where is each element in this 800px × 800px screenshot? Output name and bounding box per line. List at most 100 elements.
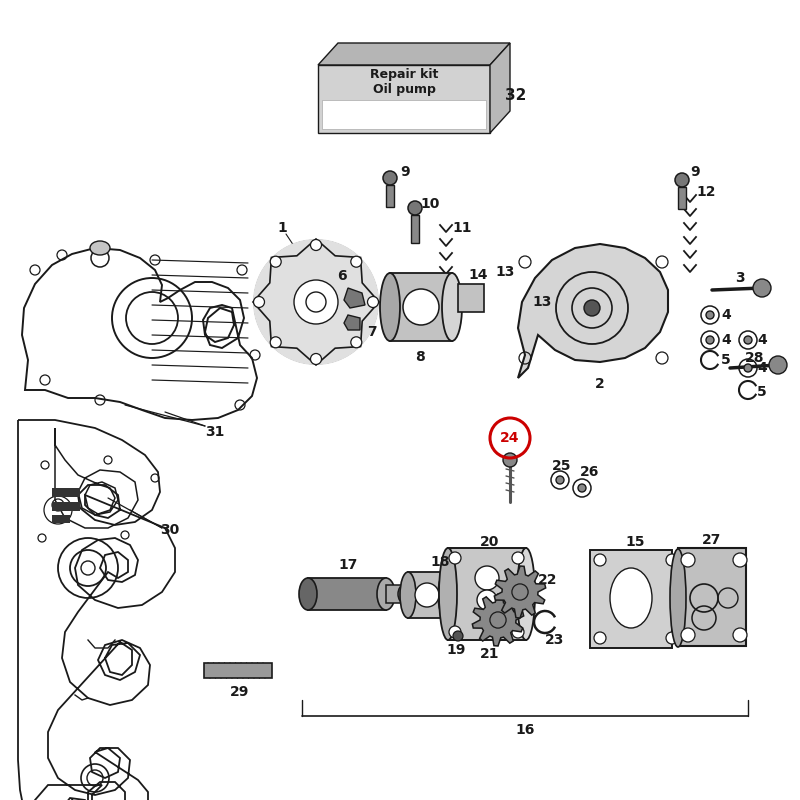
Circle shape — [408, 201, 422, 215]
Circle shape — [351, 256, 362, 267]
Text: 1: 1 — [277, 221, 287, 235]
Circle shape — [556, 476, 564, 484]
Text: 24: 24 — [500, 431, 520, 445]
Text: 9: 9 — [690, 165, 700, 179]
Text: 5: 5 — [757, 385, 767, 399]
Text: 17: 17 — [338, 558, 358, 572]
Text: 4: 4 — [721, 333, 731, 347]
Circle shape — [449, 626, 461, 638]
Bar — [52, 515, 70, 523]
Circle shape — [733, 553, 747, 567]
Circle shape — [675, 173, 689, 187]
Text: 10: 10 — [420, 197, 440, 211]
Circle shape — [351, 337, 362, 348]
Circle shape — [666, 554, 678, 566]
Text: 21: 21 — [480, 647, 500, 661]
Circle shape — [254, 297, 265, 307]
Circle shape — [477, 590, 497, 610]
Ellipse shape — [442, 273, 462, 341]
Circle shape — [449, 552, 461, 564]
Polygon shape — [490, 43, 510, 133]
Bar — [204, 663, 272, 678]
Polygon shape — [494, 566, 546, 618]
Text: 5: 5 — [721, 353, 731, 367]
Polygon shape — [254, 278, 272, 326]
Text: 19: 19 — [446, 643, 466, 657]
Circle shape — [367, 297, 378, 307]
Ellipse shape — [438, 572, 454, 618]
Circle shape — [503, 453, 517, 467]
Text: 16: 16 — [515, 723, 534, 737]
Bar — [308, 578, 386, 610]
Text: 14: 14 — [468, 268, 488, 282]
Bar — [448, 548, 526, 640]
Circle shape — [666, 632, 678, 644]
Circle shape — [733, 628, 747, 642]
Text: 25: 25 — [552, 459, 572, 473]
Circle shape — [403, 289, 439, 325]
Circle shape — [475, 566, 499, 590]
Bar — [52, 488, 80, 497]
Circle shape — [744, 336, 752, 344]
Circle shape — [270, 256, 281, 267]
Text: 13: 13 — [495, 265, 514, 279]
Bar — [390, 273, 452, 341]
Ellipse shape — [670, 549, 686, 647]
Polygon shape — [360, 278, 378, 326]
Text: 18: 18 — [430, 555, 450, 569]
Circle shape — [415, 583, 439, 607]
Circle shape — [310, 239, 322, 250]
Text: 4: 4 — [757, 361, 767, 375]
Text: 3: 3 — [735, 271, 745, 285]
Polygon shape — [344, 315, 360, 330]
Polygon shape — [334, 326, 374, 359]
Ellipse shape — [380, 273, 400, 341]
Bar — [408, 572, 446, 618]
Ellipse shape — [377, 578, 395, 610]
Bar — [386, 185, 394, 207]
Ellipse shape — [400, 572, 416, 618]
Polygon shape — [518, 244, 668, 378]
Circle shape — [270, 337, 281, 348]
Polygon shape — [292, 346, 340, 364]
Text: 13: 13 — [532, 295, 552, 309]
Polygon shape — [258, 320, 292, 359]
Ellipse shape — [439, 548, 457, 640]
Ellipse shape — [299, 578, 317, 610]
Bar — [678, 548, 746, 646]
Text: 23: 23 — [546, 633, 565, 647]
Circle shape — [706, 311, 714, 319]
Bar — [411, 215, 419, 243]
Ellipse shape — [610, 568, 652, 628]
Text: 22: 22 — [538, 573, 558, 587]
Bar — [458, 284, 484, 312]
Circle shape — [744, 364, 752, 372]
Text: 9: 9 — [400, 165, 410, 179]
Polygon shape — [258, 245, 298, 278]
Text: 8: 8 — [415, 350, 425, 364]
Text: 26: 26 — [580, 465, 600, 479]
Polygon shape — [292, 240, 340, 258]
Bar — [386, 585, 404, 603]
Bar — [322, 100, 486, 129]
Circle shape — [383, 171, 397, 185]
Bar — [590, 550, 672, 648]
Polygon shape — [318, 43, 510, 65]
Text: Repair kit
Oil pump: Repair kit Oil pump — [370, 68, 438, 96]
Circle shape — [512, 626, 524, 638]
Bar — [678, 187, 686, 209]
Circle shape — [594, 554, 606, 566]
Circle shape — [253, 239, 379, 365]
Text: 15: 15 — [626, 535, 645, 549]
Circle shape — [294, 280, 338, 324]
Text: 30: 30 — [160, 523, 180, 537]
Polygon shape — [344, 288, 365, 308]
Circle shape — [310, 354, 322, 365]
Circle shape — [706, 336, 714, 344]
Bar — [52, 502, 80, 511]
Circle shape — [578, 484, 586, 492]
Text: 28: 28 — [746, 351, 765, 365]
Ellipse shape — [517, 548, 535, 640]
Circle shape — [584, 300, 600, 316]
Ellipse shape — [398, 585, 410, 603]
